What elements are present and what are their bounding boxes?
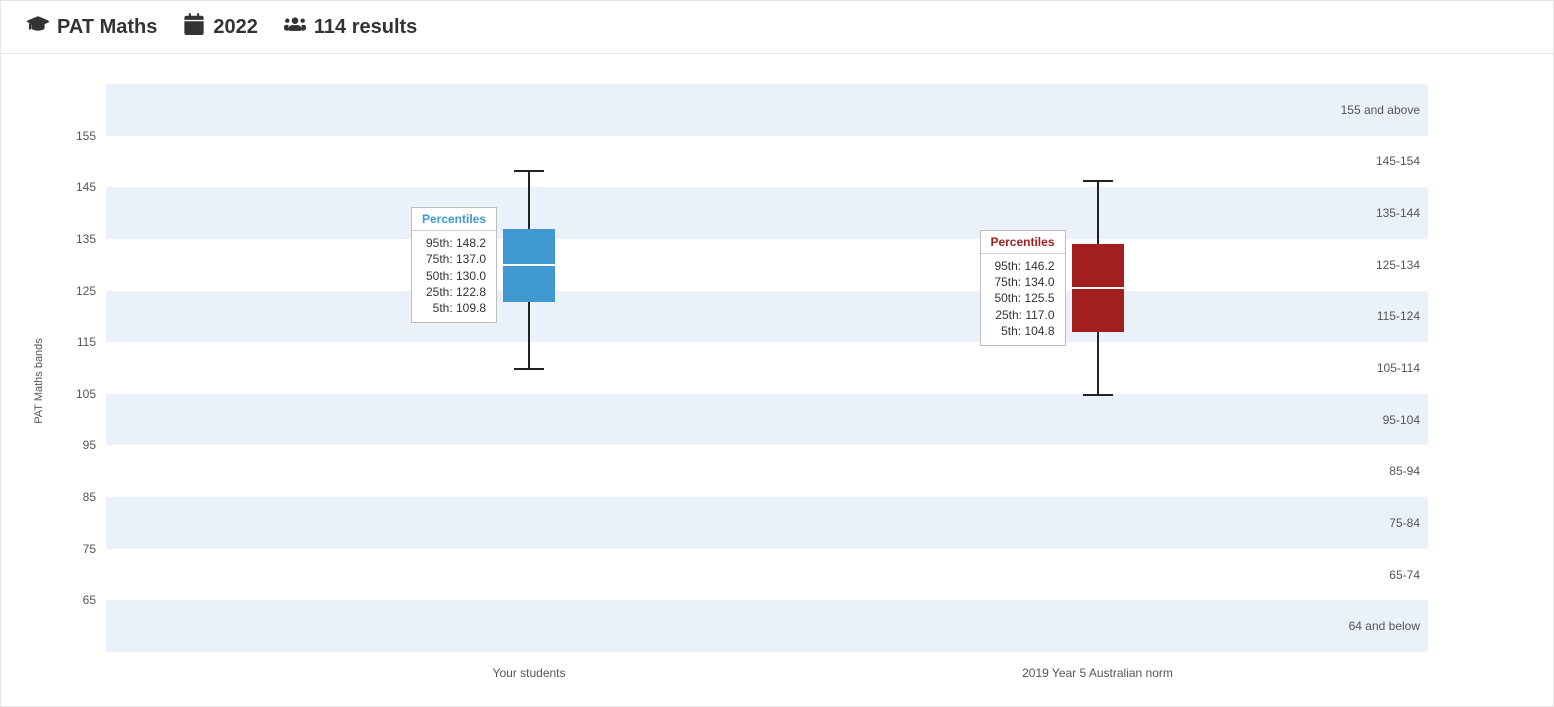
score-band (106, 342, 1428, 394)
percentile-row: 95th: 148.2 (422, 235, 486, 251)
x-axis-label: 2019 Year 5 Australian norm (1022, 666, 1173, 680)
header-test: PAT Maths (27, 13, 157, 41)
band-label: 125-134 (1376, 258, 1420, 272)
header-year: 2022 (183, 13, 258, 41)
y-axis-title: PAT Maths bands (33, 338, 45, 424)
y-tick-label: 75 (56, 542, 96, 556)
percentile-callout-rows: 95th: 146.275th: 134.050th: 125.525th: 1… (980, 254, 1064, 345)
score-band (106, 136, 1428, 188)
graduation-cap-icon (27, 13, 49, 41)
y-tick-label: 85 (56, 490, 96, 504)
y-tick-label: 155 (56, 129, 96, 143)
header-results: 114 results (284, 13, 417, 41)
score-band (106, 600, 1428, 652)
y-tick-label: 95 (56, 438, 96, 452)
percentile-row: 5th: 109.8 (422, 300, 486, 316)
score-band (106, 239, 1428, 291)
percentile-callout-rows: 95th: 148.275th: 137.050th: 130.025th: 1… (412, 231, 496, 322)
y-tick-label: 145 (56, 180, 96, 194)
score-band (106, 445, 1428, 497)
header-test-name: PAT Maths (57, 16, 157, 39)
y-tick-label: 115 (56, 335, 96, 349)
calendar-icon (183, 13, 205, 41)
band-label: 115-124 (1377, 309, 1420, 323)
score-band (106, 549, 1428, 601)
y-tick-label: 125 (56, 284, 96, 298)
band-label: 75-84 (1389, 516, 1420, 530)
score-band (106, 497, 1428, 549)
band-label: 65-74 (1389, 568, 1420, 582)
percentile-row: 50th: 125.5 (990, 290, 1054, 306)
whisker-cap (514, 368, 544, 370)
score-band (106, 187, 1428, 239)
plot-area: 155 and above 145-154 135-144 125-134 115-12… (106, 84, 1428, 652)
whisker-cap (1083, 394, 1113, 396)
band-label: 64 and below (1349, 619, 1420, 633)
percentile-row: 5th: 104.8 (990, 323, 1054, 339)
percentile-row: 75th: 137.0 (422, 251, 486, 267)
chart-area: PAT Maths bands 155 and above 145-154 135-… (1, 54, 1553, 707)
percentile-row: 75th: 134.0 (990, 274, 1054, 290)
whisker-cap (1083, 180, 1113, 182)
users-icon (284, 13, 306, 41)
median-line (1072, 287, 1124, 289)
score-band (106, 84, 1428, 136)
percentile-callout-title: Percentiles (980, 231, 1064, 254)
header-year-value: 2022 (213, 16, 258, 39)
median-line (503, 264, 555, 266)
percentile-row: 25th: 117.0 (990, 307, 1054, 323)
y-tick-label: 105 (56, 387, 96, 401)
y-tick-label: 135 (56, 232, 96, 246)
band-label: 85-94 (1389, 464, 1420, 478)
score-band (106, 394, 1428, 446)
percentile-callout: Percentiles95th: 148.275th: 137.050th: 1… (411, 207, 497, 323)
y-tick-label: 65 (56, 593, 96, 607)
band-label: 95-104 (1383, 413, 1420, 427)
band-label: 105-114 (1377, 361, 1420, 375)
report-page: PAT Maths 2022 114 results PAT Maths ban… (0, 0, 1554, 707)
percentile-callout-title: Percentiles (412, 208, 496, 231)
report-header: PAT Maths 2022 114 results (1, 1, 1553, 54)
band-label: 135-144 (1376, 206, 1420, 220)
percentile-row: 25th: 122.8 (422, 284, 486, 300)
band-label: 155 and above (1341, 103, 1420, 117)
percentile-callout: Percentiles95th: 146.275th: 134.050th: 1… (979, 230, 1065, 346)
percentile-row: 50th: 130.0 (422, 268, 486, 284)
x-axis-label: Your students (493, 666, 566, 680)
band-label: 145-154 (1376, 154, 1420, 168)
percentile-row: 95th: 146.2 (990, 258, 1054, 274)
header-results-value: 114 results (314, 16, 417, 39)
score-band (106, 291, 1428, 343)
whisker-cap (514, 170, 544, 172)
